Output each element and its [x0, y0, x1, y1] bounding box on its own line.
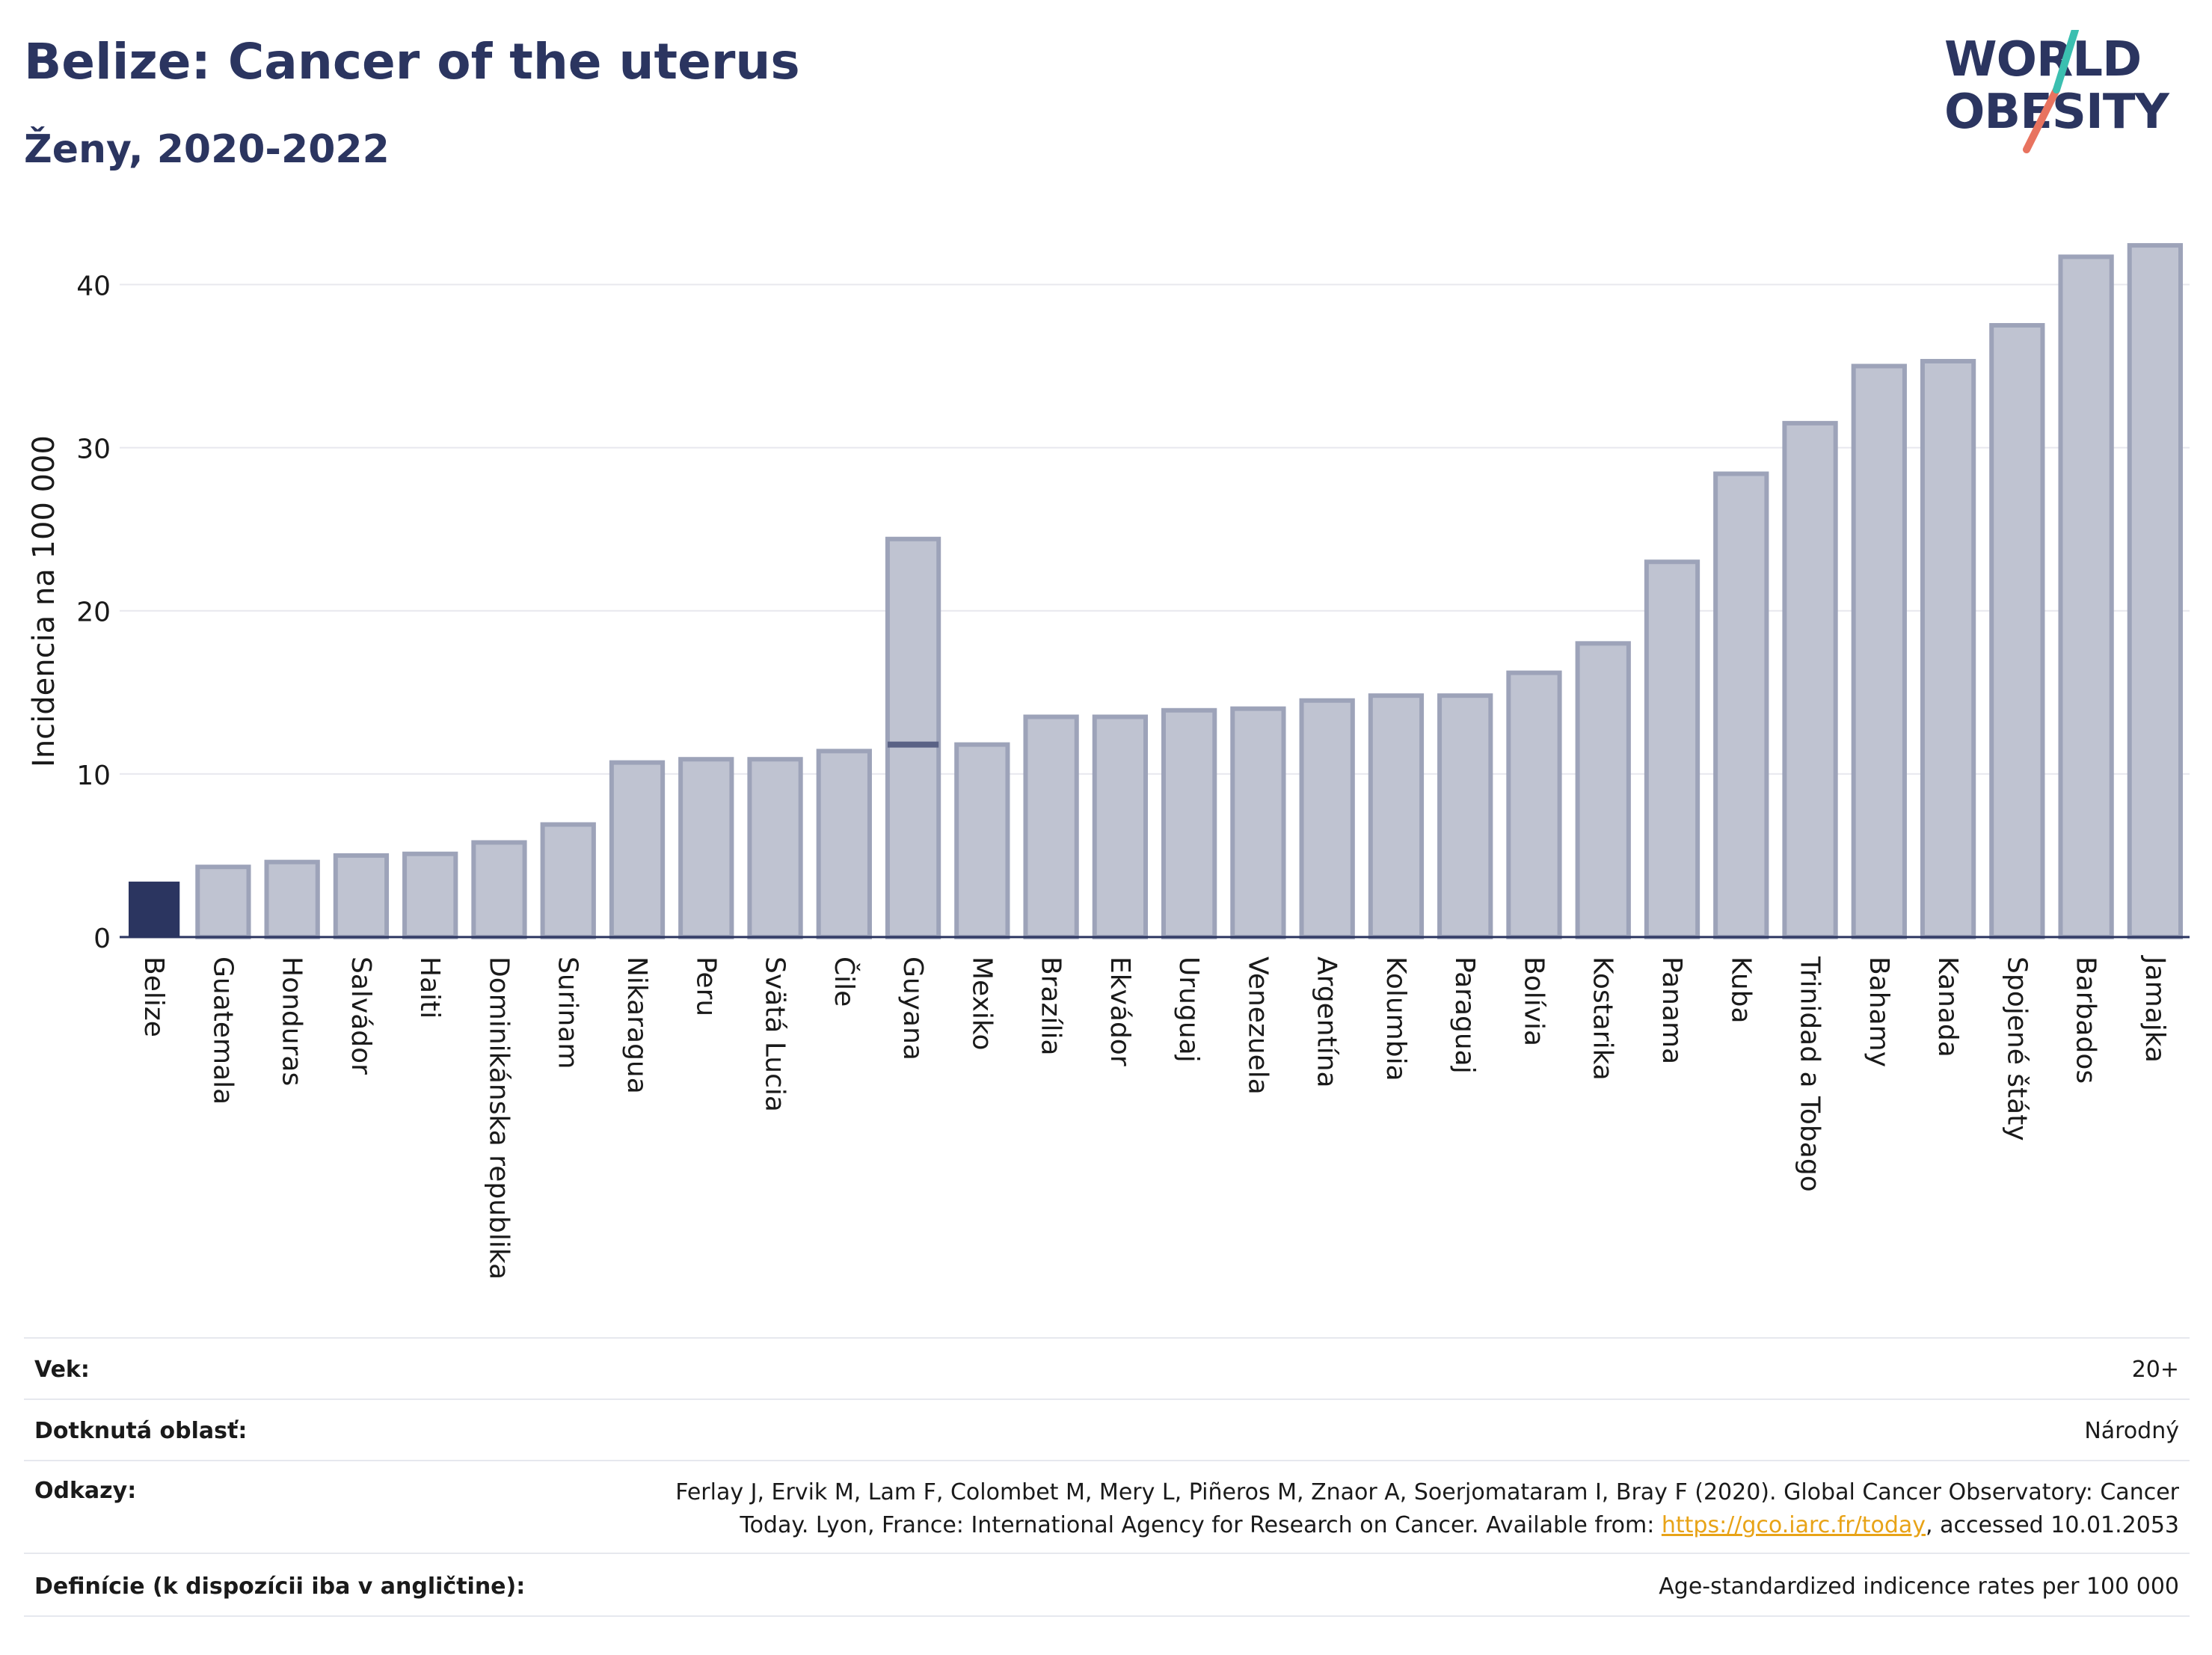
info-value-definitions: Age-standardized indicence rates per 100… — [1659, 1573, 2179, 1600]
bar — [471, 840, 527, 940]
bar — [609, 760, 666, 939]
bar — [1644, 559, 1701, 939]
bar-chart: 0 10 20 30 40 Incidencia na 100 000 Belize Guat… — [27, 243, 2190, 1280]
x-tick-label: Belize — [138, 957, 169, 1037]
x-tick-label: Kolumbia — [1380, 957, 1411, 1081]
x-tick-label: Paraguaj — [1449, 957, 1480, 1074]
bar — [1851, 363, 1907, 939]
page-title: Belize: Cancer of the uterus — [24, 33, 800, 90]
bar — [1920, 358, 1976, 939]
bar — [1161, 707, 1217, 940]
x-tick-label: Spojené štáty — [2001, 957, 2032, 1141]
world-obesity-logo: WORLD OBESITY — [1944, 30, 2191, 157]
bar — [954, 742, 1010, 939]
x-tick-label: Haiti — [414, 957, 445, 1019]
bar — [1437, 693, 1493, 939]
x-tick-label: Kostarika — [1588, 957, 1618, 1081]
bar — [1023, 714, 1079, 940]
bar — [540, 822, 596, 940]
x-tick-label: Jamajka — [2139, 955, 2170, 1063]
bar — [1989, 322, 2045, 939]
x-tick-label: Panama — [1656, 957, 1687, 1064]
x-tick-label: Honduras — [277, 957, 307, 1086]
x-tick-label: Argentína — [1312, 957, 1342, 1088]
x-tick-label: Svätá Lucia — [760, 957, 790, 1112]
logo-line-1: WORLD — [1944, 32, 2142, 87]
x-tick-label: Bolívia — [1518, 957, 1549, 1046]
x-tick-label: Čile — [829, 957, 860, 1007]
bar — [1230, 706, 1286, 940]
x-tick-label: Trinidad a Tobago — [1795, 956, 1825, 1192]
info-label-references: Odkazy: — [34, 1478, 137, 1504]
info-label-definitions: Definície (k dispozícii iba v angličtine… — [34, 1573, 526, 1600]
y-tick-label: 10 — [76, 761, 111, 791]
x-tick-label: Guyana — [897, 957, 928, 1060]
bar — [1713, 471, 1769, 939]
bar — [128, 881, 180, 937]
bar — [195, 865, 251, 939]
info-value-area: Národný — [2084, 1418, 2179, 1444]
bottom-divider — [24, 1615, 2190, 1617]
bar — [747, 757, 803, 939]
bar — [1368, 693, 1425, 939]
logo-slash-icon — [2023, 30, 2079, 153]
bar — [1299, 698, 1355, 940]
info-row-references: Odkazy: Ferlay J, Ervik M, Lam F, Colomb… — [24, 1460, 2190, 1554]
info-row-definitions: Definície (k dispozícii iba v angličtine… — [24, 1553, 2190, 1617]
bar — [402, 851, 458, 939]
info-label-age: Vek: — [34, 1357, 90, 1383]
y-tick-label: 20 — [76, 598, 111, 628]
x-tick-label: Ekvádor — [1105, 957, 1135, 1066]
x-tick-label: Surinam — [553, 957, 583, 1069]
bar — [1092, 714, 1149, 940]
y-tick-label: 30 — [76, 435, 111, 465]
info-row-age: Vek: 20+ — [24, 1337, 2190, 1400]
bar — [2127, 243, 2184, 939]
y-axis-label: Incidencia na 100 000 — [27, 435, 61, 767]
info-label-area: Dotknutá oblasť: — [34, 1418, 248, 1444]
x-tick-label: Peru — [690, 957, 721, 1016]
x-tick-label: Dominikánska republika — [483, 957, 514, 1280]
bar — [1506, 670, 1562, 939]
bar — [816, 749, 872, 939]
info-value-age: 20+ — [2131, 1357, 2179, 1383]
page-subtitle: Ženy, 2020-2022 — [24, 127, 390, 172]
bar — [333, 853, 390, 939]
info-row-area: Dotknutá oblasť: Národný — [24, 1398, 2190, 1461]
x-tick-label: Venezuela — [1242, 957, 1273, 1095]
x-tick-label: Guatemala — [207, 957, 238, 1105]
x-tick-label: Bahamy — [1864, 957, 1894, 1067]
bar — [678, 757, 734, 939]
x-tick-label: Kuba — [1725, 957, 1756, 1024]
y-tick-label: 40 — [76, 271, 111, 301]
bar — [885, 536, 941, 939]
x-tick-label: Nikaragua — [621, 957, 652, 1094]
reference-line-1: Ferlay J, Ervik M, Lam F, Colombet M, Me… — [675, 1479, 2179, 1505]
info-value-references: Ferlay J, Ervik M, Lam F, Colombet M, Me… — [675, 1476, 2179, 1542]
x-tick-label: Uruguaj — [1173, 957, 1204, 1063]
bar — [264, 859, 320, 939]
x-tick-label: Brazília — [1036, 957, 1066, 1056]
x-tick-label: Kanada — [1932, 957, 1963, 1057]
x-tick-label: Salvádor — [345, 957, 376, 1075]
reference-line-2: Today. Lyon, France: International Agenc… — [740, 1512, 2179, 1538]
x-tick-label: Barbados — [2071, 957, 2101, 1084]
bar — [1782, 420, 1838, 939]
bar — [1575, 641, 1631, 939]
x-tick-label: Mexiko — [966, 957, 997, 1050]
reference-link[interactable]: https://gco.iarc.fr/today — [1661, 1512, 1926, 1538]
bar — [2058, 254, 2114, 939]
y-tick-label: 0 — [93, 924, 111, 954]
